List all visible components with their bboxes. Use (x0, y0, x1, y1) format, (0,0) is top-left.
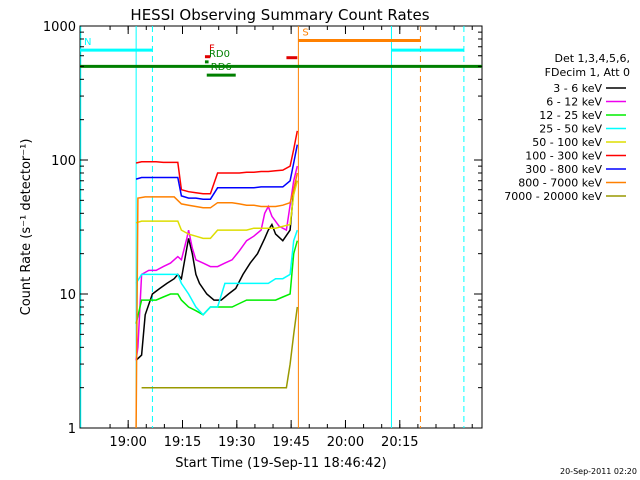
series-line (135, 229, 299, 316)
state-bar-label: S (302, 27, 308, 38)
series-lines (135, 130, 299, 429)
series-line (135, 144, 299, 200)
legend: Det 1,3,4,5,6,FDecim 1, Att 0 3 - 6 keV6 … (504, 52, 630, 203)
series-line (135, 165, 299, 361)
series-line (135, 180, 298, 361)
y-tick-label: 100 (51, 154, 76, 169)
y-axis-label: Count Rate (s⁻¹ detector⁻¹) (19, 139, 34, 316)
y-tick-label: 10 (59, 288, 76, 303)
series-line (135, 130, 299, 195)
x-tick-label: 19:45 (272, 435, 309, 450)
x-tick-label: 19:00 (109, 435, 146, 450)
y-axis: 1 10 100 1000 (43, 20, 482, 437)
series-line (135, 240, 299, 324)
state-bar-label: RD6 (211, 62, 232, 73)
series-line (141, 306, 299, 389)
legend-entry-label: 3 - 6 keV (553, 82, 602, 95)
y-tick-label: 1000 (43, 20, 76, 35)
legend-entry-label: 50 - 100 keV (532, 136, 602, 149)
legend-entry-label: 12 - 25 keV (539, 109, 602, 122)
y-tick-label: 1 (68, 422, 76, 437)
legend-header: FDecim 1, Att 0 (545, 66, 630, 79)
legend-header: Det 1,3,4,5,6, (554, 52, 630, 65)
plot-frame (79, 25, 483, 429)
footer-timestamp: 20-Sep-2011 02:20 (560, 467, 637, 476)
x-axis: 19:00 19:15 19:30 19:45 20:00 20:15 (109, 26, 473, 450)
legend-entry-label: 7000 - 20000 keV (504, 190, 602, 203)
state-bar-label: RD0 (209, 49, 230, 60)
x-tick-label: 20:15 (381, 435, 418, 450)
x-tick-label: 20:00 (327, 435, 364, 450)
x-tick-label: 19:30 (218, 435, 255, 450)
x-axis-label: Start Time (19-Sep-11 18:46:42) (175, 456, 386, 471)
legend-entry-label: 800 - 7000 keV (518, 177, 602, 190)
series-line (135, 180, 299, 240)
x-tick-label: 19:15 (164, 435, 201, 450)
legend-entry-label: 6 - 12 keV (546, 96, 602, 109)
legend-entry-label: 300 - 800 keV (525, 163, 602, 176)
state-bar-label: F (209, 44, 215, 55)
legend-entry-label: 100 - 300 keV (525, 150, 602, 163)
state-bar-label: N (84, 37, 91, 48)
chart-title: HESSI Observing Summary Count Rates (130, 6, 429, 24)
series-line (135, 172, 299, 429)
legend-entry-label: 25 - 50 keV (539, 123, 602, 136)
